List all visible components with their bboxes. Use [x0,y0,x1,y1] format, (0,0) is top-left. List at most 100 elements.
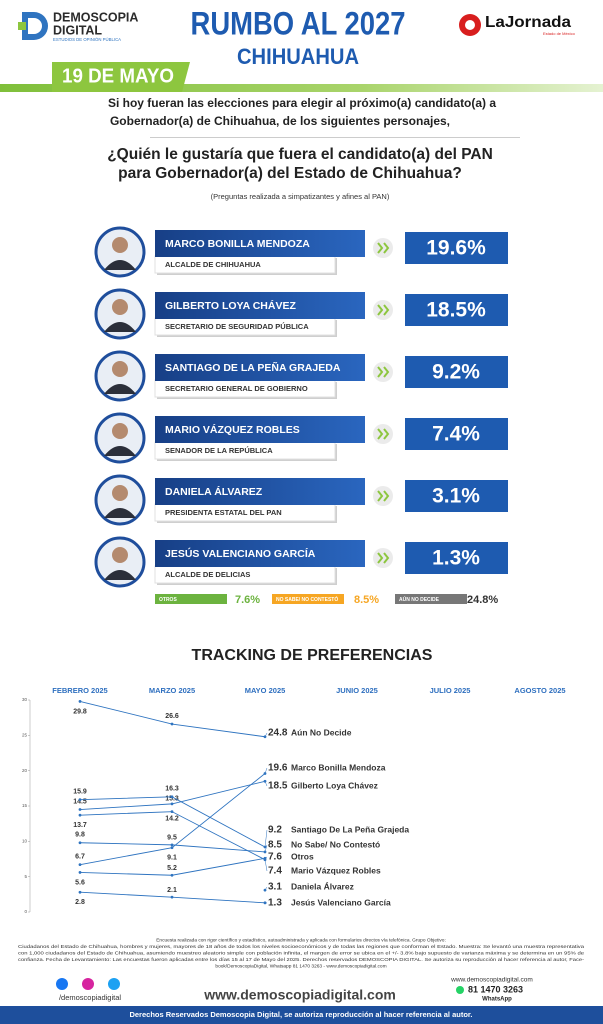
partner-subtitle: Estado de México [543,31,576,36]
footer: /demoscopiadigital www.demoscopiadigital… [0,937,603,1024]
x-tick-label: FEBRERO 2025 [52,686,107,695]
result-box [405,480,508,512]
brand-logo [18,12,48,40]
data-point [78,871,82,874]
brand-name: DEMOSCOPIA [53,10,138,24]
data-label: 24.8 [268,728,288,739]
result-box [405,356,508,388]
chevron [377,242,390,254]
others-result: 8.5% [354,594,379,606]
candidate-role: SENADOR DE LA REPÚBLICA [165,446,273,455]
brand-name: DIGITAL [53,23,102,37]
series-name: Aún No Decide [291,727,352,737]
chevron [377,552,390,564]
label-leader [264,829,268,848]
date: 19 DE MAYO [62,65,174,87]
data-label: 3.1 [268,882,282,893]
chevron [377,490,390,502]
data-point [170,795,174,799]
label-leader [264,859,268,872]
others-row: OTROS 7.6% NO SABE/ NO CONTESTÓ 8.5% AÚN NO … [155,594,498,606]
partner-name: LaJornada [485,14,571,31]
others-label: OTROS [159,597,177,603]
photo-head [112,485,128,501]
question: ¿Quién le gustaría que fuera el candidat… [107,146,493,163]
series-name: Daniela Álvarez [291,881,354,891]
photo-body [104,508,136,518]
data-label: 9.5 [167,835,177,842]
data-label: 1.3 [268,898,282,909]
data-label: 9.2 [268,825,282,836]
data-point [78,808,82,811]
data-label: 5.2 [167,865,177,872]
photo-head [112,423,128,439]
data-point [170,873,174,877]
name-bar [155,416,365,443]
photo-head [112,299,128,315]
intro-text: Si hoy fueran las elecciones para elegir… [108,96,496,110]
data-point [263,779,267,783]
rights-bar [0,1006,603,1024]
series-name: Marco Bonilla Mendoza [291,762,386,772]
data-label: 15.9 [73,788,87,795]
social-handle: /demoscopiadigital [59,993,121,1002]
series-name: Mario Vázquez Robles [291,865,381,875]
brand-subtitle: ESTUDIOS DE OPINIÓN PÚBLICA [53,37,121,42]
data-label: 9.1 [167,855,177,862]
series-name: No Sabe/ No Contestó [291,839,380,849]
others-bar [155,594,227,604]
name-bar [155,292,365,319]
candidate-name: SANTIAGO DE LA PEÑA GRAJEDA [165,361,341,374]
data-point [78,813,82,817]
data-label: 16.3 [165,786,179,793]
data-label: 18.5 [268,781,288,792]
data-point [170,722,174,726]
partner-logo [459,14,481,36]
twitter-icon[interactable] [108,978,120,990]
data-label: 13.7 [73,822,87,829]
label-leader [264,732,268,737]
instagram-icon[interactable] [82,978,94,990]
data-point [170,810,174,814]
candidate-list: MARCO BONILLA MENDOZA ALCALDE DE CHIHUAHU… [94,226,508,588]
data-label: 14.2 [165,815,179,822]
result-box [405,418,508,450]
rights: Derechos Reservados Demoscopia Digital, … [129,1010,472,1019]
chevron [377,428,390,440]
x-tick-label: JULIO 2025 [430,686,471,695]
website-small: www.demoscopiadigital.com [450,977,533,984]
data-label: 6.7 [75,853,85,860]
x-tick-label: MARZO 2025 [149,686,195,695]
data-point [78,841,82,845]
methodology: book/DemoscopiaDigital, Whatsapp 81 1470… [215,964,386,970]
photo-head [112,547,128,563]
website[interactable]: www.demoscopiadigital.com [203,987,396,1003]
note: (Preguntas realizada a simpatizantes y a… [211,192,390,201]
label-leader [264,767,268,774]
photo-body [104,260,136,270]
chart-title: TRACKING DE PREFERENCIAS [192,647,433,664]
x-tick-label: MAYO 2025 [245,686,286,695]
name-bar [155,540,365,567]
whatsapp-label: WhatsApp [482,997,512,1003]
name-bar [155,478,365,505]
others-label: NO SABE/ NO CONTESTÓ [276,595,338,603]
candidate-name: MARCO BONILLA MENDOZA [165,238,310,250]
y-tick-label: 5 [24,874,27,879]
result-box [405,294,508,326]
y-tick-label: 25 [22,733,28,738]
candidate-name: MARIO VÁZQUEZ ROBLES [165,423,300,436]
series-name: Santiago De La Peña Grajeda [291,824,409,834]
data-point [170,843,174,847]
series-name: Gilberto Loya Chávez [291,780,378,790]
main-subtitle: CHIHUAHUA [237,44,359,69]
data-label: 9.8 [75,832,85,839]
data-label: 7.4 [268,866,282,877]
facebook-icon[interactable] [56,978,68,990]
y-tick-label: 15 [22,803,28,808]
candidate-role: SECRETARIO DE SEGURIDAD PÚBLICA [165,322,309,331]
candidate-name: DANIELA ÁLVAREZ [165,485,263,498]
tracking-chart: 0 5 10 15 20 25 30 FEBRERO 2025 MARZO 2025 MAYO 2… [22,686,566,914]
data-point [78,798,82,802]
